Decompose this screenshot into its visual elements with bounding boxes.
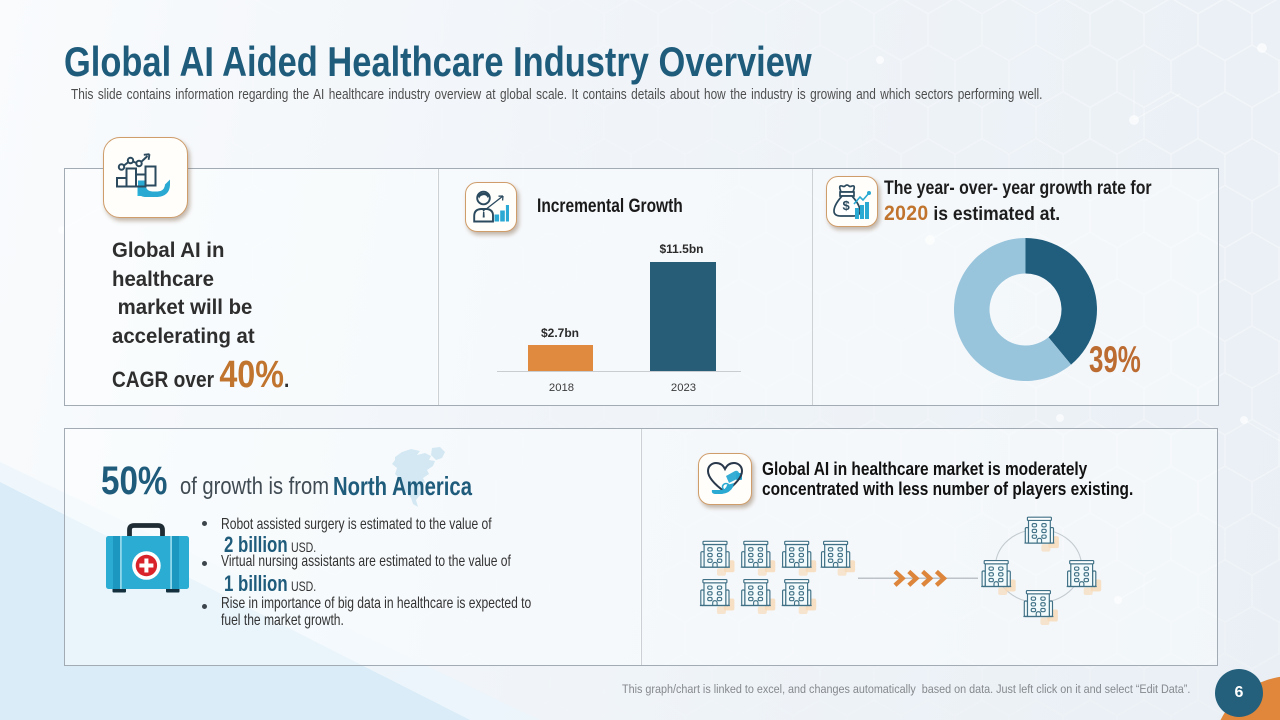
svg-text:$: $: [843, 198, 851, 213]
